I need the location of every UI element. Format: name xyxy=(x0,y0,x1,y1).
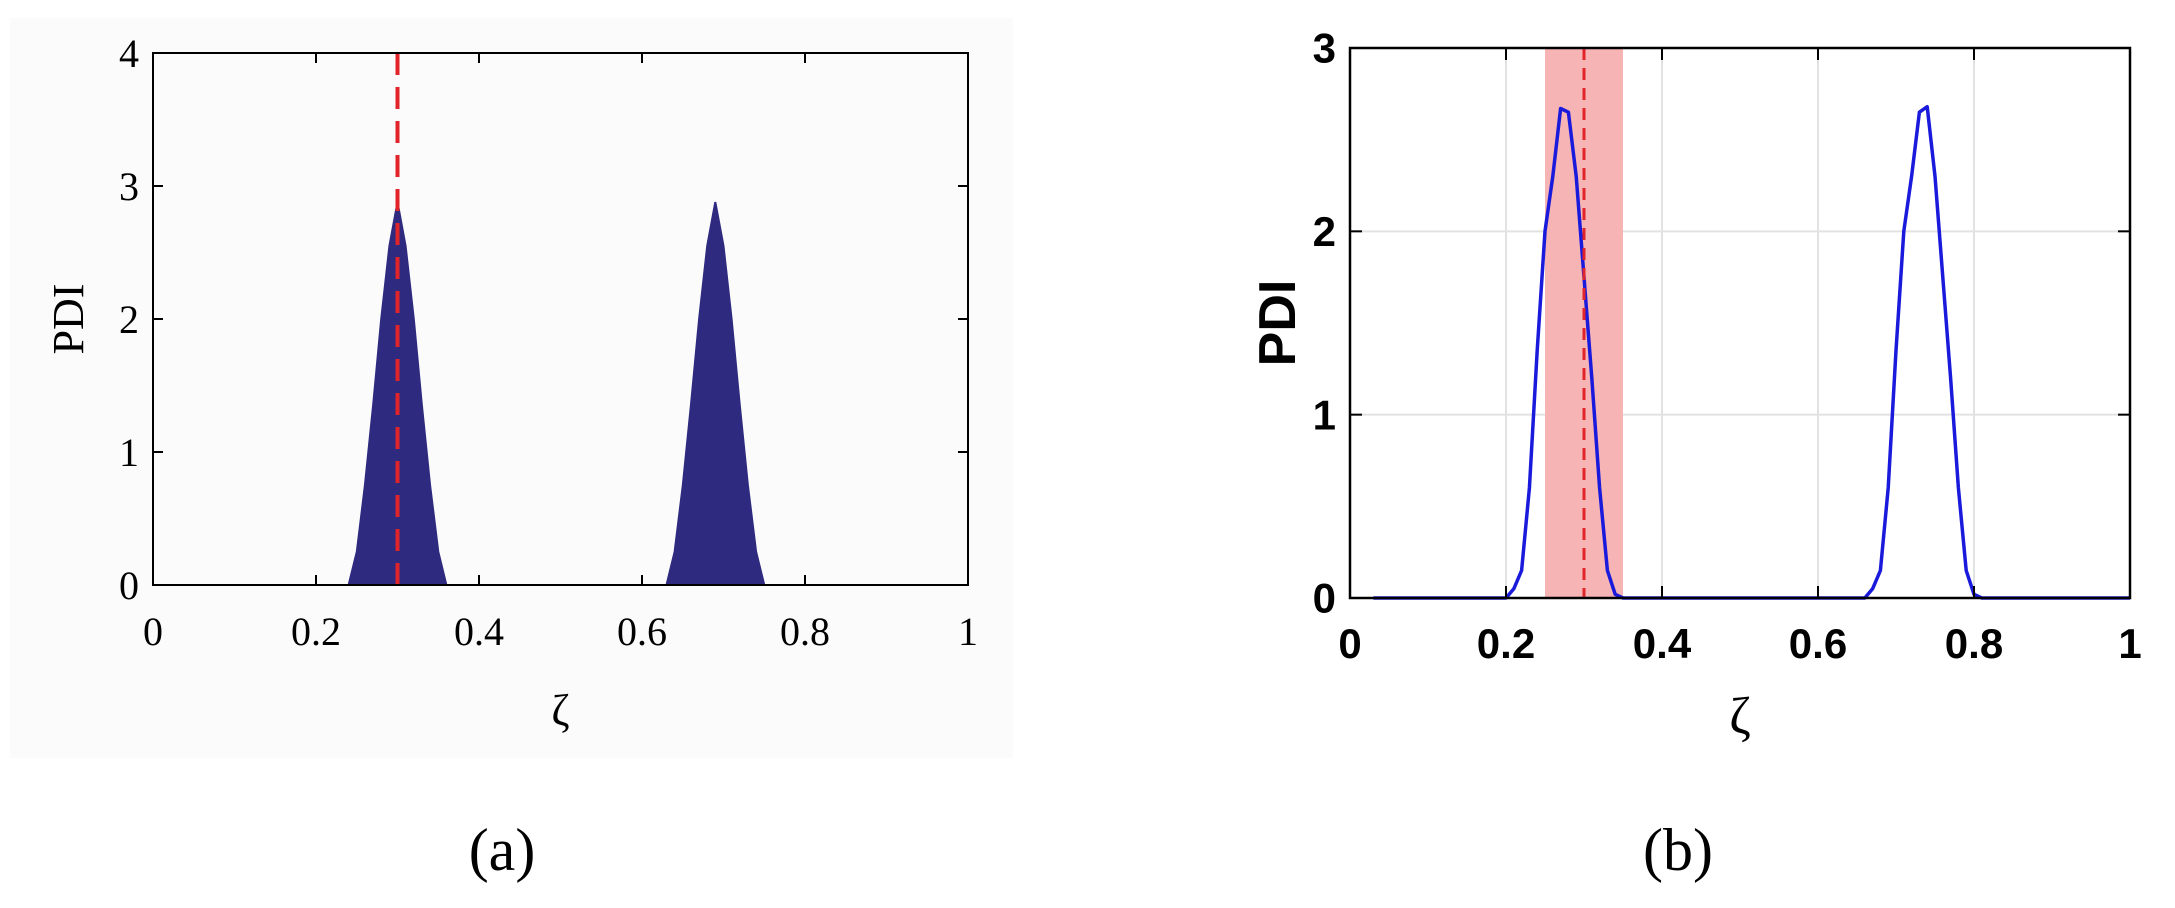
y-axis-label: PDI xyxy=(44,284,93,355)
y-tick-label: 0 xyxy=(1313,575,1336,622)
panel-a-background xyxy=(10,18,1013,758)
x-tick-label: 0.4 xyxy=(1633,620,1692,667)
y-tick-label: 3 xyxy=(1313,25,1336,72)
y-tick-label: 4 xyxy=(119,31,139,76)
x-tick-label: 0.6 xyxy=(617,609,667,654)
x-tick-label: 0 xyxy=(143,609,163,654)
x-tick-label: 1 xyxy=(958,609,978,654)
x-tick-label: 0.6 xyxy=(1789,620,1847,667)
x-tick-label: 0.8 xyxy=(1945,620,2003,667)
panel-a-label: (a) xyxy=(469,817,536,883)
y-tick-label: 3 xyxy=(119,164,139,209)
x-tick-label: 0 xyxy=(1338,620,1361,667)
y-tick-label: 2 xyxy=(119,297,139,342)
panel-a: 0 0.2 0.4 0.6 0.8 1 0 1 2 3 4 ζ PDI xyxy=(44,31,978,735)
x-axis-label: ζ xyxy=(551,686,569,735)
x-tick-label: 0.8 xyxy=(780,609,830,654)
y-tick-label: 1 xyxy=(119,430,139,475)
pdi-line-series xyxy=(1373,104,2130,600)
x-tick-label: 0.2 xyxy=(291,609,341,654)
panel-b: 0 0.2 0.4 0.6 0.8 1 0 1 2 3 ζ PDI xyxy=(1249,25,2142,745)
plot-frame xyxy=(1348,46,2132,600)
y-tick-label: 2 xyxy=(1313,208,1336,255)
y-tick-label: 0 xyxy=(119,563,139,608)
x-tick-label: 0.2 xyxy=(1477,620,1535,667)
x-tick-label: 0.4 xyxy=(454,609,504,654)
y-tick-label: 1 xyxy=(1313,391,1336,438)
pdi-area-series xyxy=(153,201,968,586)
panel-b-label: (b) xyxy=(1643,817,1713,883)
y-axis-label: PDI xyxy=(1249,280,1307,367)
x-axis-label: ζ xyxy=(1729,688,1751,745)
x-tick-label: 1 xyxy=(2118,620,2141,667)
